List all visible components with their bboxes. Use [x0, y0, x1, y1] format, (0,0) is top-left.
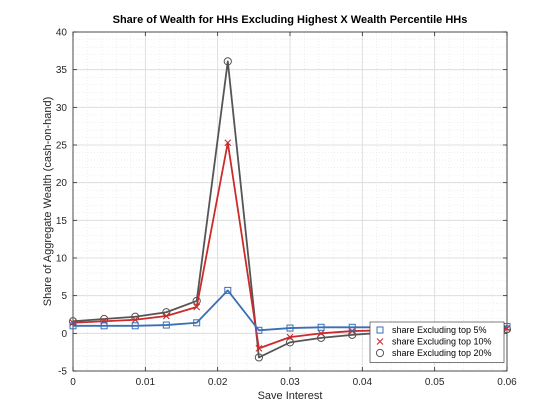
x-tick-label: 0.03 [280, 377, 300, 388]
data-point [348, 327, 356, 335]
y-axis-label: Share of Aggregate Wealth (cash-on-hand) [42, 97, 54, 307]
data-point [348, 323, 356, 331]
y-tick-label: 5 [61, 291, 67, 302]
y-tick-label: -5 [58, 367, 67, 378]
data-point [286, 333, 294, 341]
data-point [255, 345, 263, 352]
data-point [69, 322, 77, 330]
chart-title: Share of Wealth for HHs Excluding Highes… [113, 14, 468, 26]
y-tick-label: 20 [56, 178, 68, 189]
data-point [317, 329, 325, 337]
x-tick-label: 0.02 [208, 377, 228, 388]
data-point [254, 353, 263, 362]
data-point [255, 326, 263, 334]
legend: share Excluding top 5% share Excluding to… [369, 321, 505, 363]
data-point [223, 57, 232, 66]
legend-box [369, 321, 505, 363]
data-point [131, 316, 139, 324]
data-point [68, 317, 78, 326]
y-tick-label: 15 [56, 216, 68, 227]
legend-label: share Excluding top 20% [392, 348, 492, 358]
data-point [285, 338, 295, 347]
x-tick-label: 0 [70, 377, 76, 388]
x-tick-label: 0.01 [136, 377, 156, 388]
legend-marker [375, 348, 385, 358]
data-point [317, 323, 325, 331]
data-point [317, 333, 326, 342]
legend-marker [376, 338, 384, 345]
legend-label: share Excluding top 5% [392, 325, 487, 335]
data-point [131, 322, 139, 330]
tick-labels: 0 0.01 0.02 0.03 0.04 0.05 0.06-50510152025303… [56, 28, 517, 389]
y-tick-label: 10 [56, 254, 68, 265]
legend-label: share Excluding top 10% [392, 337, 492, 347]
x-tick-label: 0.05 [425, 377, 445, 388]
data-point [193, 303, 201, 311]
y-tick-label: 35 [56, 65, 68, 76]
x-tick-label: 0.04 [353, 377, 373, 388]
data-point [162, 312, 170, 320]
axes [72, 31, 508, 372]
data-point [224, 139, 232, 147]
data-point [193, 319, 201, 327]
data-point [224, 286, 232, 294]
x-tick-label: 0.06 [497, 377, 517, 388]
x-axis-label: Save Interest [258, 390, 323, 402]
data-point [286, 324, 294, 332]
data-point [162, 321, 170, 329]
data-point [100, 322, 108, 330]
y-tick-label: 30 [56, 103, 68, 114]
y-tick-label: 0 [61, 329, 67, 340]
y-tick-label: 40 [56, 28, 68, 39]
y-tick-label: 25 [56, 141, 68, 152]
legend-marker [376, 326, 384, 334]
